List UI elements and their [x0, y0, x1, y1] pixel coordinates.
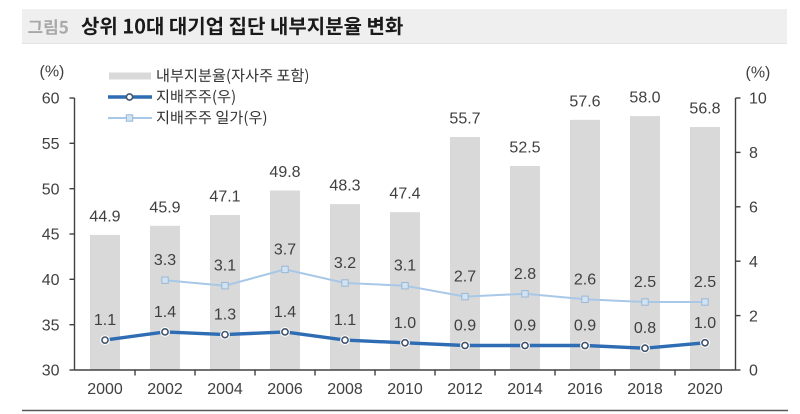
svg-text:1.3: 1.3: [214, 307, 236, 324]
svg-text:3.1: 3.1: [394, 258, 416, 275]
svg-text:1.1: 1.1: [334, 312, 356, 329]
svg-text:35: 35: [42, 317, 60, 334]
svg-text:0.9: 0.9: [574, 318, 596, 335]
svg-text:47.1: 47.1: [209, 189, 240, 206]
svg-text:2000: 2000: [87, 381, 123, 398]
svg-text:50: 50: [42, 181, 60, 198]
svg-text:6: 6: [749, 200, 758, 217]
svg-text:3.1: 3.1: [214, 258, 236, 275]
svg-text:2.5: 2.5: [634, 274, 656, 291]
svg-text:2018: 2018: [627, 381, 663, 398]
svg-text:0.9: 0.9: [454, 318, 476, 335]
svg-text:1.1: 1.1: [94, 312, 116, 329]
svg-text:2: 2: [749, 308, 758, 325]
svg-text:(%): (%): [746, 65, 771, 82]
svg-text:10: 10: [749, 91, 767, 108]
svg-text:55.7: 55.7: [449, 111, 480, 128]
svg-text:2010: 2010: [387, 381, 423, 398]
svg-text:45: 45: [42, 227, 60, 244]
svg-text:2.5: 2.5: [694, 274, 716, 291]
svg-text:2002: 2002: [147, 381, 183, 398]
svg-text:55: 55: [42, 136, 60, 153]
svg-text:2006: 2006: [267, 381, 303, 398]
svg-text:44.9: 44.9: [89, 208, 120, 225]
svg-text:2.7: 2.7: [454, 269, 476, 286]
svg-text:3.2: 3.2: [334, 255, 356, 272]
svg-text:52.5: 52.5: [509, 140, 540, 157]
svg-text:2.8: 2.8: [514, 266, 536, 283]
svg-text:2004: 2004: [207, 381, 243, 398]
svg-text:2012: 2012: [447, 381, 483, 398]
svg-text:47.4: 47.4: [389, 186, 420, 203]
svg-text:45.9: 45.9: [149, 199, 180, 216]
svg-text:58.0: 58.0: [629, 90, 660, 107]
svg-text:2008: 2008: [327, 381, 363, 398]
svg-text:0: 0: [749, 363, 758, 380]
svg-text:8: 8: [749, 145, 758, 162]
svg-text:3.7: 3.7: [274, 241, 296, 258]
svg-text:60: 60: [42, 91, 60, 108]
svg-text:30: 30: [42, 363, 60, 380]
svg-text:1.0: 1.0: [394, 315, 416, 332]
svg-text:0.9: 0.9: [514, 318, 536, 335]
svg-text:4: 4: [749, 254, 758, 271]
svg-text:0.8: 0.8: [634, 320, 656, 337]
svg-text:2014: 2014: [507, 381, 543, 398]
svg-text:1.4: 1.4: [154, 304, 176, 321]
svg-text:1.4: 1.4: [274, 304, 296, 321]
svg-text:2016: 2016: [567, 381, 603, 398]
svg-text:(%): (%): [40, 63, 65, 80]
svg-text:56.8: 56.8: [689, 101, 720, 118]
svg-text:49.8: 49.8: [269, 164, 300, 181]
svg-text:2.6: 2.6: [574, 271, 596, 288]
svg-text:40: 40: [42, 272, 60, 289]
svg-text:1.0: 1.0: [694, 315, 716, 332]
svg-text:57.6: 57.6: [569, 93, 600, 110]
svg-text:3.3: 3.3: [154, 252, 176, 269]
svg-text:2020: 2020: [687, 381, 723, 398]
svg-text:48.3: 48.3: [329, 178, 360, 195]
